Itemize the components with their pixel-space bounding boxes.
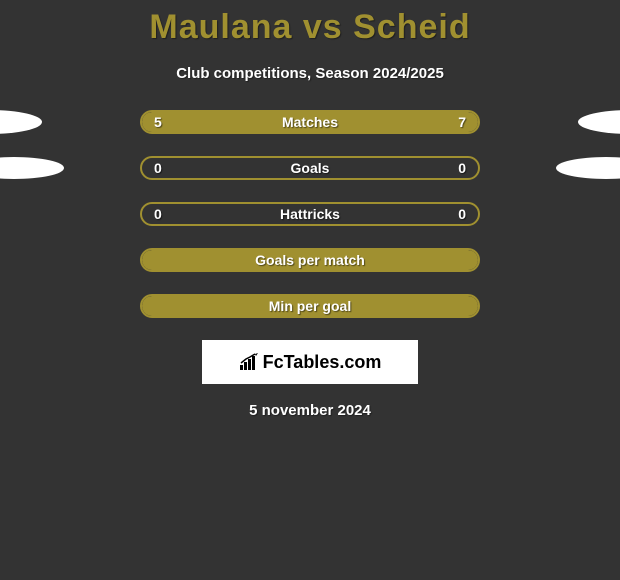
stat-bar: 0Goals0: [140, 156, 480, 180]
player-ellipse-left: [0, 157, 64, 179]
subtitle: Club competitions, Season 2024/2025: [0, 65, 620, 82]
player-ellipse-right: [556, 157, 620, 179]
player-ellipse-left: [0, 110, 42, 134]
stat-label: Min per goal: [142, 298, 478, 314]
ellipse-slot-left: [2, 110, 122, 134]
stat-label: Matches: [142, 114, 478, 130]
page-title: Maulana vs Scheid: [0, 0, 620, 47]
stats-area: 5Matches70Goals00Hattricks0Goals per mat…: [0, 110, 620, 318]
logo-box: FcTables.com: [202, 340, 418, 384]
ellipse-slot-left: [2, 157, 122, 179]
stat-value-right: 0: [458, 206, 466, 222]
stat-row: 0Goals0: [0, 156, 620, 180]
stat-bar: Min per goal: [140, 294, 480, 318]
stat-row: 0Hattricks0: [0, 202, 620, 226]
stat-value-right: 7: [458, 114, 466, 130]
stat-bar: 5Matches7: [140, 110, 480, 134]
stat-value-right: 0: [458, 160, 466, 176]
chart-icon: [239, 353, 261, 371]
player-ellipse-right: [578, 110, 620, 134]
stat-label: Goals per match: [142, 252, 478, 268]
stat-row: 5Matches7: [0, 110, 620, 134]
stat-row: Min per goal: [0, 294, 620, 318]
stat-label: Goals: [142, 160, 478, 176]
stat-bar: 0Hattricks0: [140, 202, 480, 226]
stat-bar: Goals per match: [140, 248, 480, 272]
ellipse-slot-right: [498, 110, 618, 134]
logo-text: FcTables.com: [263, 352, 382, 373]
ellipse-slot-right: [498, 157, 618, 179]
date-label: 5 november 2024: [0, 402, 620, 419]
stat-label: Hattricks: [142, 206, 478, 222]
logo: FcTables.com: [239, 352, 382, 373]
stat-row: Goals per match: [0, 248, 620, 272]
